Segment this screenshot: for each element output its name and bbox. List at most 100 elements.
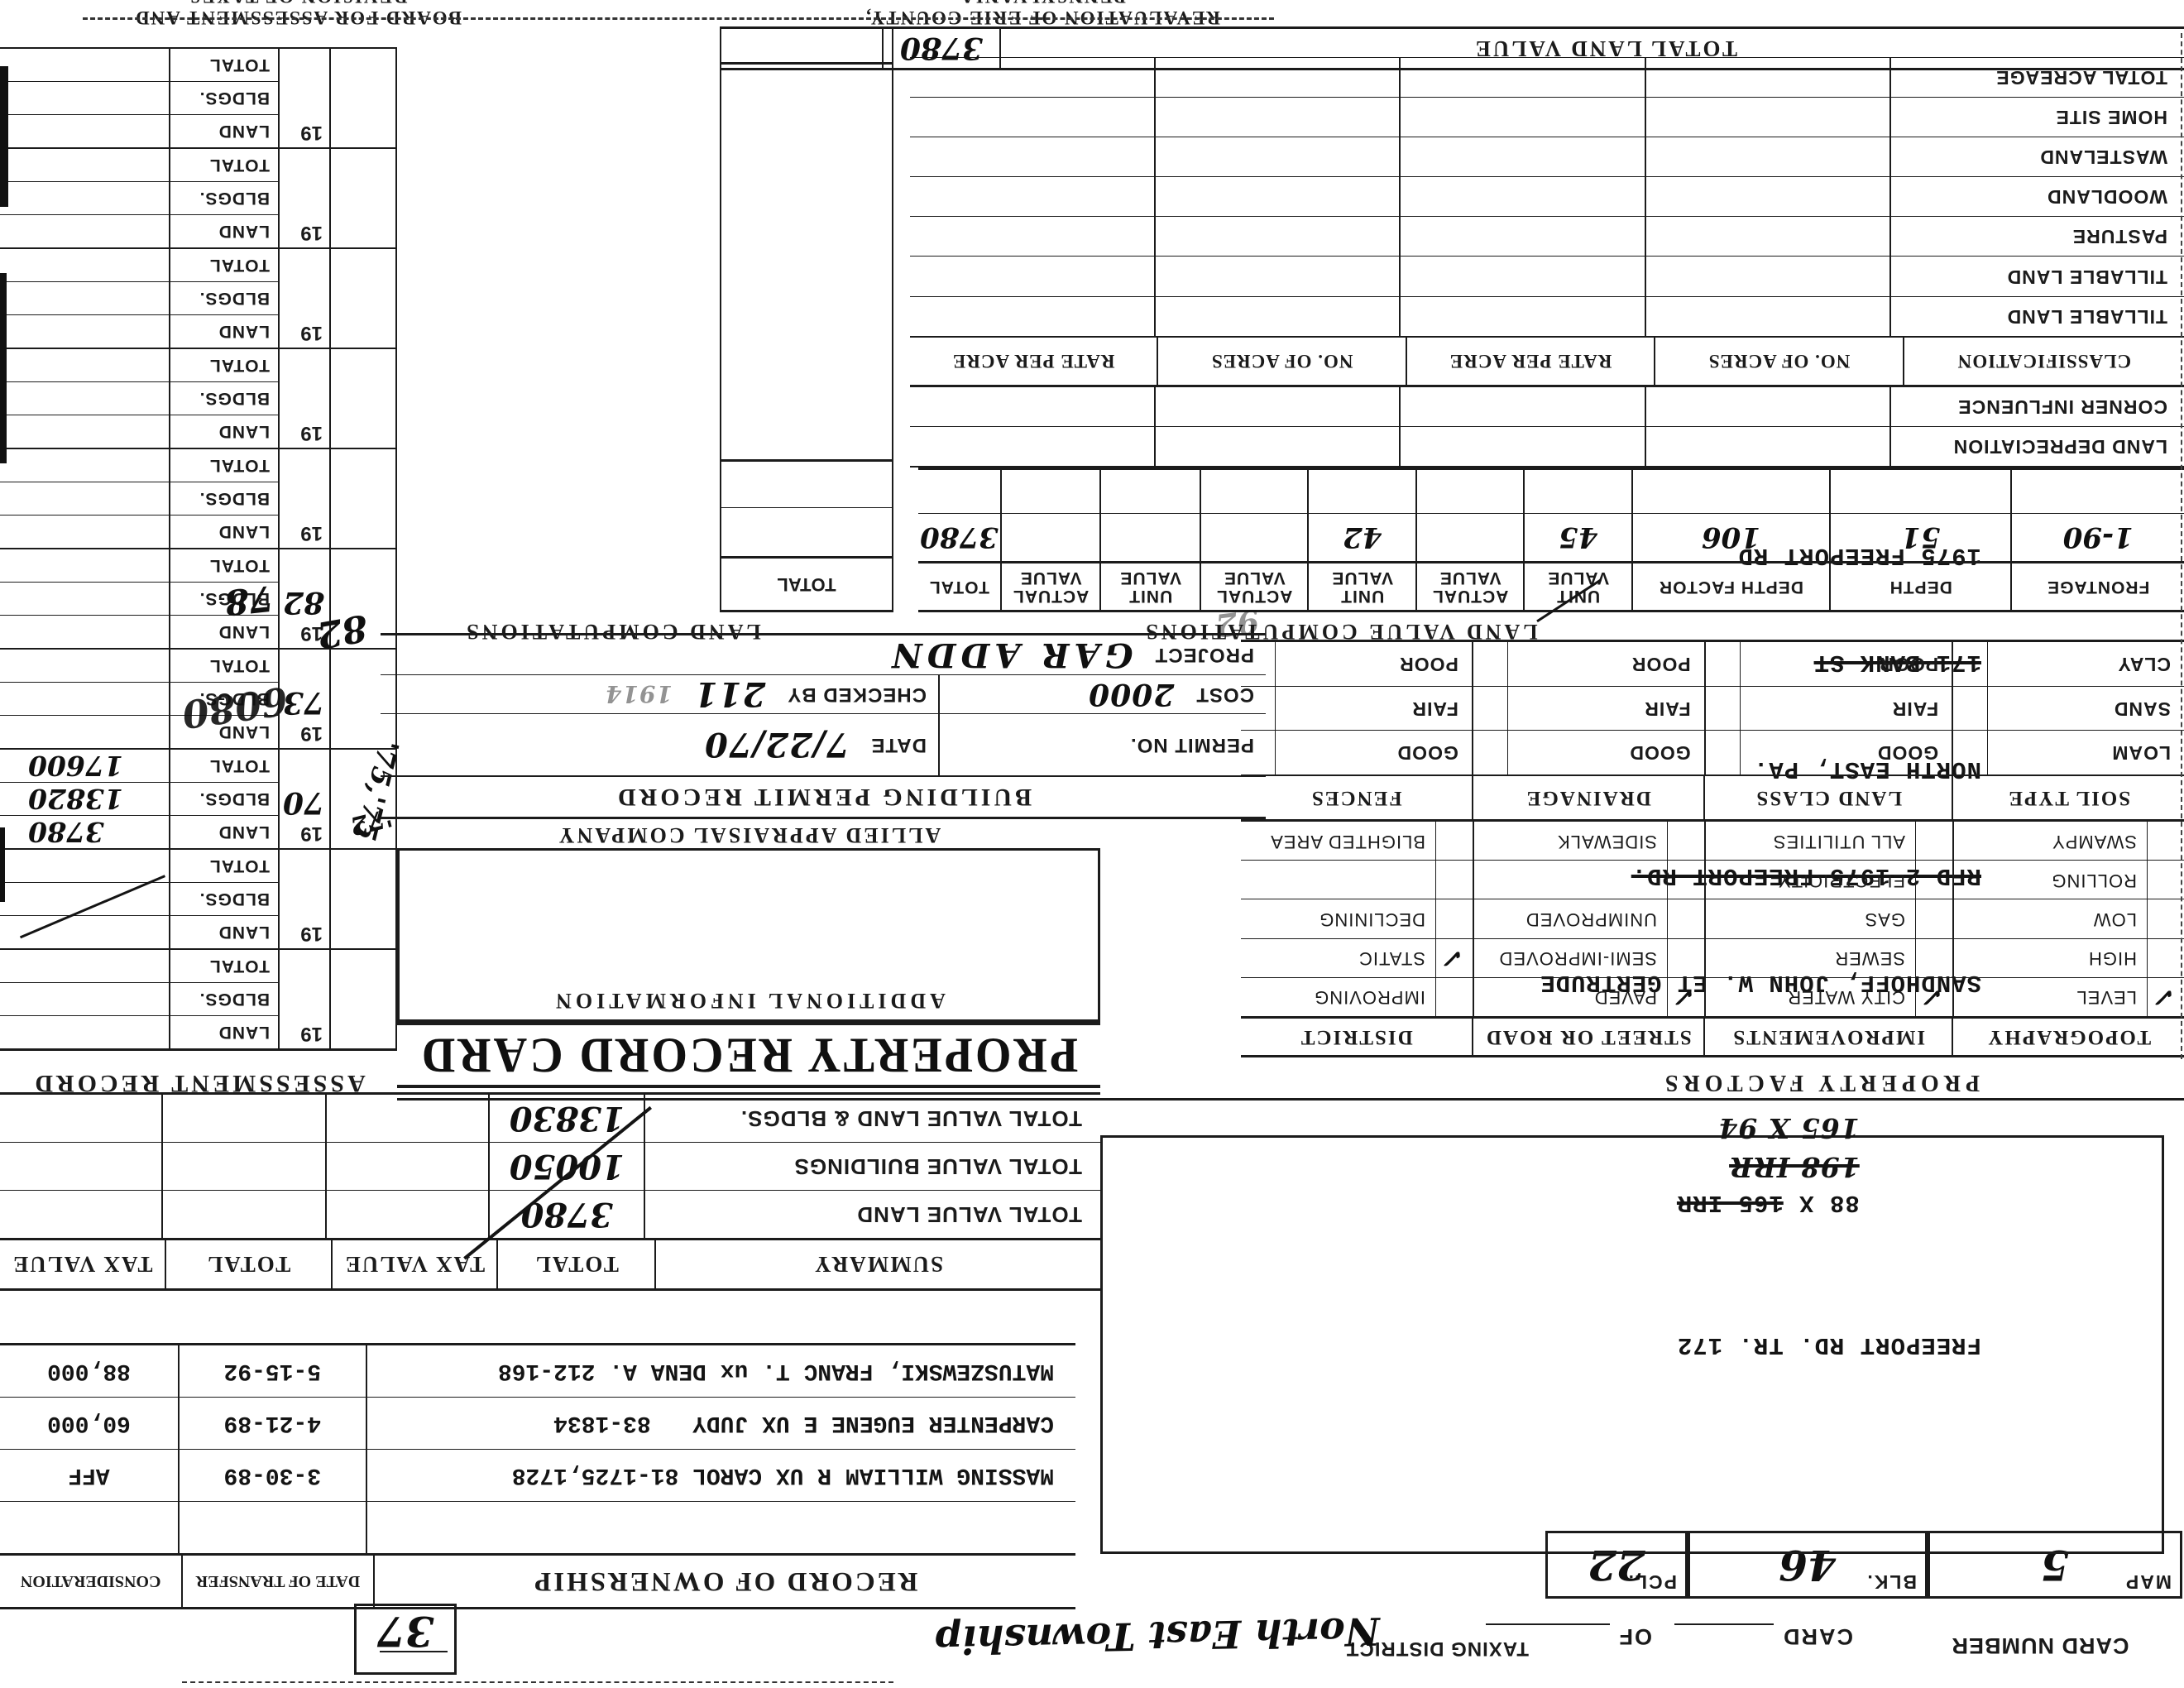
cost-value: 2000 [1088, 677, 1175, 712]
factor-option-label: SWAMPY [2052, 831, 2137, 852]
factor-option-row: ✓ LEVEL [1954, 976, 2184, 1016]
classification-header-row: CLASSIFICATION NO. OF ACRES RATE PER ACR… [910, 335, 2184, 386]
blank-cell [1399, 426, 1645, 466]
date-value: 7/22/70 [704, 725, 850, 765]
land-value [0, 215, 169, 247]
checkmark-cell: ✓ [1435, 938, 1473, 977]
assessment-year-cell: 19 [278, 249, 329, 348]
summary-row-land-bldgs: TOTAL VALUE LAND & BLDGS. 13830 [0, 1095, 1100, 1142]
year-prefix: 19 [300, 422, 323, 444]
soil-row: SAND FAIR FAIR FAIR [1241, 685, 2184, 731]
factor-option-row: UNIMPROVED [1474, 899, 1704, 938]
scan-artifact [0, 273, 7, 463]
lvc-values-row: 1-90 51 106 45 42 3780 [918, 513, 2184, 561]
checkmark-cell [2147, 861, 2184, 899]
fences-cell: POOR [1275, 642, 1472, 686]
summary-col-tax-1: TAX VALUE [330, 1240, 497, 1288]
blank-cell [910, 427, 1154, 466]
lvc-value-cell: 106 [1631, 514, 1830, 561]
blank-cell [721, 507, 892, 556]
soil-row: LOAM GOOD GOOD GOOD [1241, 730, 2184, 774]
assessment-margin-cell [329, 49, 395, 147]
project-row: PROJECT GAR ADDN [381, 635, 1266, 674]
assessment-record-title: ASSESSMENT RECORD [31, 1070, 366, 1097]
lvc-value-cell [1200, 514, 1308, 561]
assessment-bldgs-row: BLDGS. [0, 281, 278, 314]
total-label: TOTAL [169, 149, 278, 181]
bldgs-value [0, 583, 169, 615]
lvc-header-cell: DEPTH [1829, 563, 2011, 610]
property-factors-title: PROPERTY FACTORS [1660, 1070, 1980, 1096]
factor-option-label: UNIMPROVED [1525, 909, 1657, 930]
empty-cell [324, 1095, 489, 1142]
category-label: TILLABLE LAND [1889, 257, 2184, 296]
assessment-year-group: 19 LAND BLDGS. TOTAL [0, 47, 395, 147]
blank-cell [910, 217, 1154, 256]
summary-row-buildings: TOTAL VALUE BUILDINGS 10050 [0, 1142, 1100, 1190]
bldgs-value [0, 683, 169, 715]
blank-cell [910, 297, 1154, 336]
category-label: WASTELAND [1889, 137, 2184, 177]
total-label: TOTAL [169, 650, 278, 682]
blank-cell [999, 470, 1100, 513]
lvc-value-cell: 1-90 [2010, 514, 2184, 561]
factor-option-label: BLIGHTED AREA [1270, 831, 1425, 852]
total-value [0, 650, 169, 682]
blank-cell [1644, 296, 1890, 336]
street-column: ✓ PAVED SEMI-IMPROVED UNIMPROVED SIDEWALK [1473, 818, 1704, 1016]
summary-col-total-1: TOTAL [496, 1240, 655, 1288]
factor-option-label: STATIC [1358, 948, 1425, 970]
card-number-label: CARD NUMBER [1951, 1633, 2129, 1658]
owner-name-cell: MASSING WILLIAM R UX CAROL 81-1725,1728 [365, 1450, 1075, 1501]
checkmark-cell [1667, 899, 1704, 938]
blank-cell [1644, 177, 1890, 217]
rate-per-acre-header-2: RATE PER ACRE [951, 351, 1115, 372]
blank-cell [1200, 470, 1308, 513]
empty-cell [324, 1191, 489, 1238]
blank-cell [1399, 386, 1645, 426]
checkmark-cell: ✓ [2147, 977, 2184, 1016]
lvc-header-cell: UNIT VALUE [1099, 563, 1200, 610]
summary-table: SUMMARY TOTAL TAX VALUE TOTAL TAX VALUE … [0, 1092, 1100, 1291]
total-label: TOTAL [169, 950, 278, 982]
classification-category-row: WOODLAND [910, 176, 2184, 217]
category-label: WOODLAND [1889, 177, 2184, 217]
empty-cell [324, 1143, 489, 1190]
empty-cell [161, 1191, 325, 1238]
blank-cell [910, 98, 1154, 137]
empty-cell [0, 1191, 161, 1238]
factor-option-row: GAS [1706, 899, 1952, 938]
factor-option-row: HIGH [1954, 938, 2184, 977]
blank-cell [910, 177, 1154, 216]
summary-total-label: TOTAL VALUE LAND & BLDGS. [644, 1095, 1100, 1142]
checkmark-cell [1915, 861, 1952, 899]
total-land-value-cell: 3780 [882, 29, 1001, 68]
lvc-total2-header: TOTAL [721, 556, 892, 610]
date-cell: DATE 7/22/70 [381, 714, 938, 775]
improvements-header: IMPROVEMENTS [1703, 1019, 1952, 1055]
blank-cell [1399, 137, 1645, 177]
factor-option-row [1241, 860, 1473, 899]
checkmark-cell [1667, 938, 1704, 977]
assessment-total-row: TOTAL [0, 149, 278, 181]
blank-cell [1644, 386, 1890, 426]
bldgs-label: BLDGS. [169, 482, 278, 515]
bldgs-label: BLDGS. [169, 983, 278, 1015]
factor-option-label: HIGH [2088, 948, 2137, 970]
blank-cell [1399, 296, 1645, 336]
blank-cell [1471, 731, 1507, 774]
blank-cell [910, 257, 1154, 296]
blank-cell [1644, 257, 1890, 296]
category-label: PASTURE [1889, 217, 2184, 257]
dims-new-handwritten: 165 X 94 [1717, 1112, 1860, 1144]
factor-option-label: PAVED [1593, 987, 1657, 1009]
total-value [0, 449, 169, 482]
permit-date-row: PERMIT NO. DATE 7/22/70 [381, 713, 1266, 775]
factor-option-row: SEWER [1706, 938, 1952, 977]
card-of-of-label: OF [1617, 1624, 1652, 1649]
summary-buildings-label: TOTAL VALUE BUILDINGS [644, 1143, 1100, 1190]
assessment-total-row: TOTAL [0, 349, 278, 381]
checkmark-cell [1435, 899, 1473, 938]
land-value [0, 716, 169, 748]
checkmark-cell [1435, 821, 1473, 861]
